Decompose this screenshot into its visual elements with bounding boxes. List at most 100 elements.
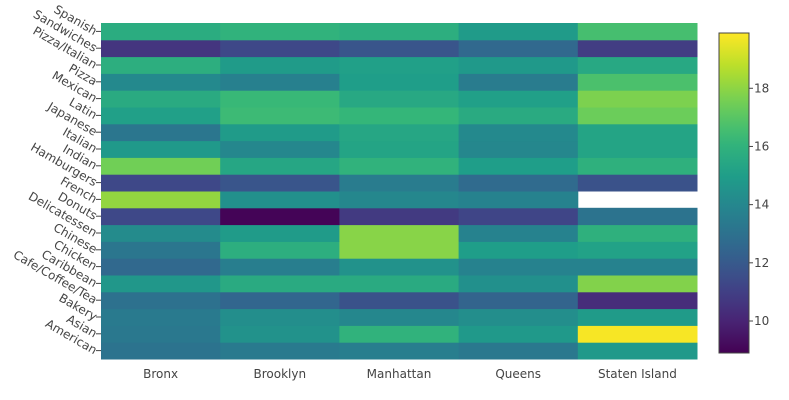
heatmap-cell — [101, 325, 221, 343]
heatmap-cell — [458, 308, 579, 326]
heatmap-cell — [101, 207, 221, 226]
x-tick-label: Bronx — [143, 367, 178, 381]
heatmap-cell — [577, 157, 698, 175]
heatmap-cell — [577, 140, 698, 158]
heatmap-cell — [458, 342, 579, 360]
heatmap-cell — [339, 39, 460, 58]
heatmap-cell — [458, 56, 579, 74]
heatmap-cell — [577, 56, 698, 74]
heatmap-cell — [101, 123, 221, 142]
heatmap-cell — [101, 90, 221, 108]
heatmap-cell — [577, 224, 698, 242]
colorbar-tick-label: 14 — [754, 198, 769, 212]
colorbar-tick-label: 16 — [754, 139, 769, 153]
heatmap-cell — [339, 56, 460, 74]
heatmap-cell — [458, 241, 579, 259]
heatmap-cell — [577, 39, 698, 58]
heatmap-cell — [458, 207, 579, 226]
heatmap-cell — [577, 291, 698, 310]
heatmap-cell — [458, 23, 579, 41]
heatmap-cell — [220, 140, 340, 158]
heatmap-cell — [101, 174, 221, 192]
heatmap-cell — [458, 157, 579, 175]
heatmap-cell — [101, 241, 221, 259]
heatmap-cell — [339, 107, 460, 125]
heatmap-cell — [220, 291, 340, 310]
heatmap-cell — [220, 258, 340, 276]
heatmap-cell — [339, 207, 460, 226]
heatmap-cell — [339, 291, 460, 310]
heatmap-cell — [220, 325, 340, 343]
heatmap-cell — [220, 123, 340, 142]
heatmap-cell — [101, 56, 221, 74]
heatmap-cell — [577, 123, 698, 142]
heatmap-cell — [458, 325, 579, 343]
x-tick-label: Brooklyn — [254, 367, 307, 381]
heatmap-cell — [458, 291, 579, 310]
colorbar: 10 12 14 16 18 — [718, 32, 769, 354]
heatmap-cell — [339, 342, 460, 360]
heatmap-cell — [458, 123, 579, 142]
heatmap-cell — [577, 241, 698, 259]
heatmap-cell — [101, 39, 221, 58]
heatmap-cell — [101, 258, 221, 276]
heatmap-cell — [220, 39, 340, 58]
heatmap-cell — [339, 90, 460, 108]
heatmap-cell — [339, 23, 460, 41]
heatmap-cell — [339, 123, 460, 142]
heatmap-cell — [220, 90, 340, 108]
heatmap-cell — [101, 342, 221, 360]
heatmap-cell — [339, 174, 460, 192]
heatmap-cell — [220, 308, 340, 326]
heatmap-cell — [577, 107, 698, 125]
heatmap-cell — [339, 140, 460, 158]
heatmap-cell — [339, 258, 460, 276]
heatmap-cell — [101, 140, 221, 158]
x-tick-label: Staten Island — [598, 367, 677, 381]
heatmap-cell — [101, 107, 221, 125]
colorbar-frame — [718, 32, 750, 354]
heatmap-cell — [101, 23, 221, 41]
heatmap-cell — [577, 325, 698, 343]
heatmap-cell — [339, 241, 460, 259]
heatmap-cell — [458, 191, 579, 209]
heatmap-cell — [458, 90, 579, 108]
heatmap-cell — [220, 174, 340, 192]
colorbar-tick-label: 10 — [754, 314, 769, 328]
heatmap-cell — [220, 275, 340, 293]
heatmap-cell — [339, 308, 460, 326]
heatmap-cell — [220, 56, 340, 74]
heatmap-cell — [220, 23, 340, 41]
heatmap-cell — [220, 157, 340, 175]
heatmap-cell — [220, 342, 340, 360]
x-tick-label: Manhattan — [367, 367, 432, 381]
x-axis: Bronx Brooklyn Manhattan Queens Staten Islan… — [143, 367, 677, 381]
heatmap-cell — [220, 107, 340, 125]
heatmap-cell — [577, 174, 698, 192]
heatmap-cell — [339, 224, 460, 242]
heatmap-cell — [577, 23, 698, 41]
heatmap-cell — [339, 191, 460, 209]
heatmap-cell — [458, 140, 579, 158]
heatmap-cell — [101, 157, 221, 175]
heatmap-cell — [577, 90, 698, 108]
heatmap-cell — [220, 224, 340, 242]
heatmap-cell — [101, 191, 221, 209]
heatmap-cell — [101, 275, 221, 293]
heatmap-cell — [577, 342, 698, 360]
heatmap-cell — [577, 73, 698, 91]
heatmap-cell — [220, 191, 340, 209]
heatmap-cell — [458, 73, 579, 91]
heatmap-cell — [577, 308, 698, 326]
heatmap-cell — [458, 39, 579, 58]
heatmap-cell — [577, 275, 698, 293]
heatmap-cell — [101, 73, 221, 91]
heatmap-cell — [458, 275, 579, 293]
colorbar-tick-label: 12 — [754, 256, 769, 270]
heatmap-cell — [101, 291, 221, 310]
heatmap-cell — [339, 157, 460, 175]
heatmap-cells — [101, 23, 698, 360]
heatmap-cell — [577, 258, 698, 276]
heatmap-cell — [458, 224, 579, 242]
